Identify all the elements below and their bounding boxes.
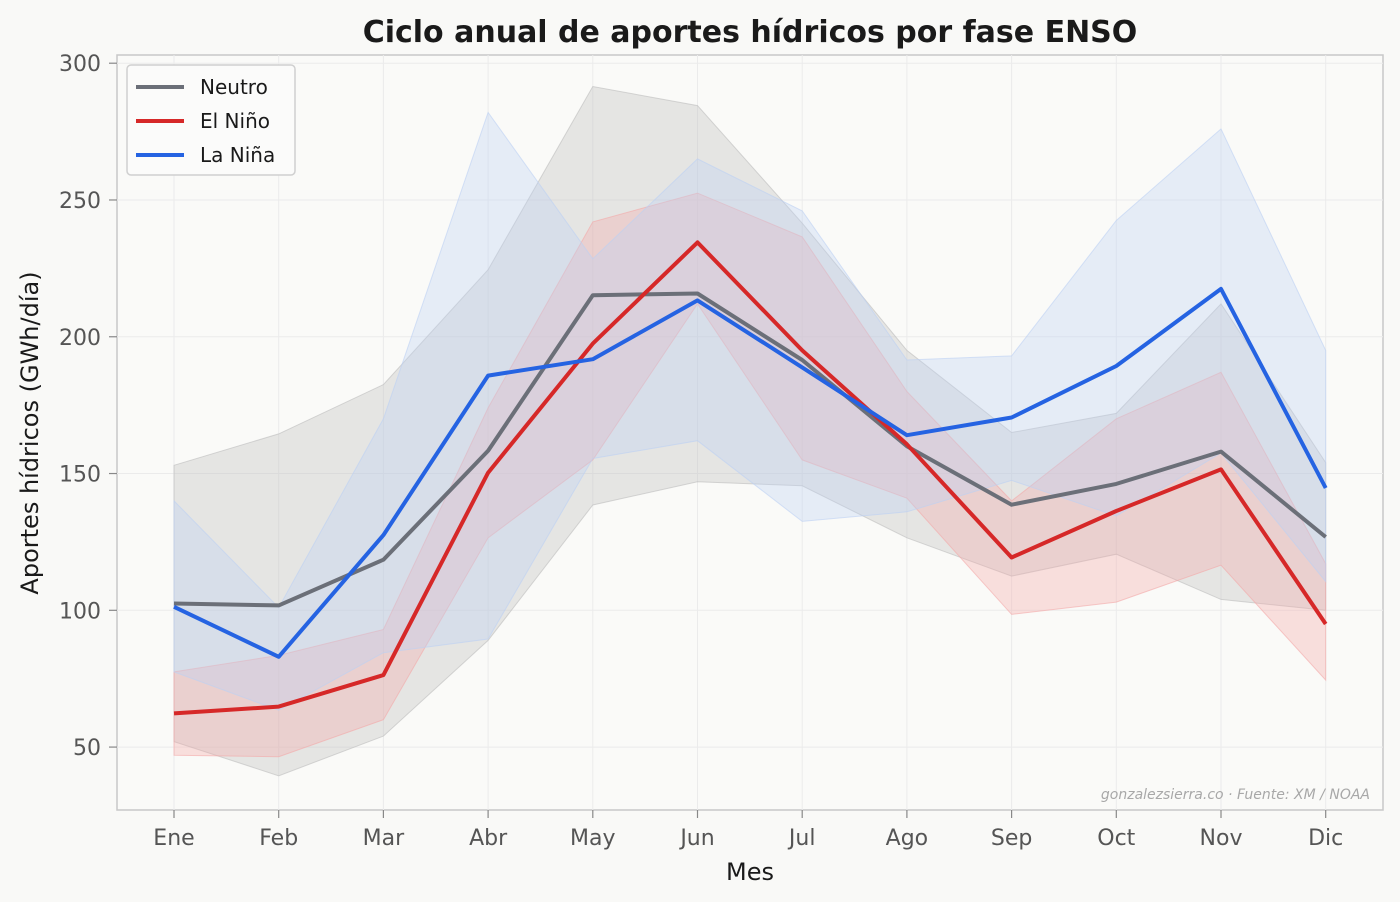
x-tick-label: Ene xyxy=(153,826,194,851)
x-tick-label: Abr xyxy=(469,826,508,851)
x-axis-label: Mes xyxy=(726,858,774,886)
line-series-0 xyxy=(173,291,1327,608)
x-tick-label: Dic xyxy=(1308,826,1343,851)
chart-title: Ciclo anual de aportes hídricos por fase… xyxy=(363,15,1138,50)
source-annotation: gonzalezsierra.co · Fuente: XM / NOAA xyxy=(1101,787,1370,803)
x-tick-label: Jun xyxy=(678,826,714,851)
x-tick-label: May xyxy=(570,826,615,851)
x-tick-label: Jul xyxy=(787,826,816,851)
x-tick-label: Feb xyxy=(259,826,298,851)
x-tick-label: Ago xyxy=(886,826,928,851)
legend-box xyxy=(126,64,296,176)
x-tick-label: Nov xyxy=(1200,826,1243,851)
line-series-1 xyxy=(173,240,1328,716)
x-ticks: Ene Feb Mar Abr May Jun Jul Ago Sep Oct Nov Dic xyxy=(153,810,1343,851)
legend-label: La Niña xyxy=(200,143,275,167)
band-series-2 xyxy=(173,111,1327,711)
x-tick-label: Mar xyxy=(363,826,405,851)
legend-label: Neutro xyxy=(200,75,268,99)
y-axis-label: Aportes hídricos (GWh/día) xyxy=(16,271,44,594)
line-series-2 xyxy=(173,286,1328,659)
lines xyxy=(173,240,1328,716)
y-tick-label: 300 xyxy=(59,52,101,77)
band-series-1 xyxy=(173,192,1327,758)
y-tick-label: 200 xyxy=(59,326,101,351)
legend: Neutro El Niño La Niña xyxy=(126,64,296,176)
y-tick-label: 250 xyxy=(59,189,101,214)
y-tick-label: 100 xyxy=(59,599,101,624)
plot-area xyxy=(116,54,1384,811)
y-tick-label: 50 xyxy=(73,736,101,761)
x-tick-label: Sep xyxy=(991,826,1032,851)
legend-label: El Niño xyxy=(200,109,270,133)
y-tick-label: 150 xyxy=(59,463,101,488)
bands xyxy=(173,85,1327,777)
x-tick-label: Oct xyxy=(1097,826,1135,851)
y-ticks: 50 100 150 200 250 300 xyxy=(59,52,117,761)
